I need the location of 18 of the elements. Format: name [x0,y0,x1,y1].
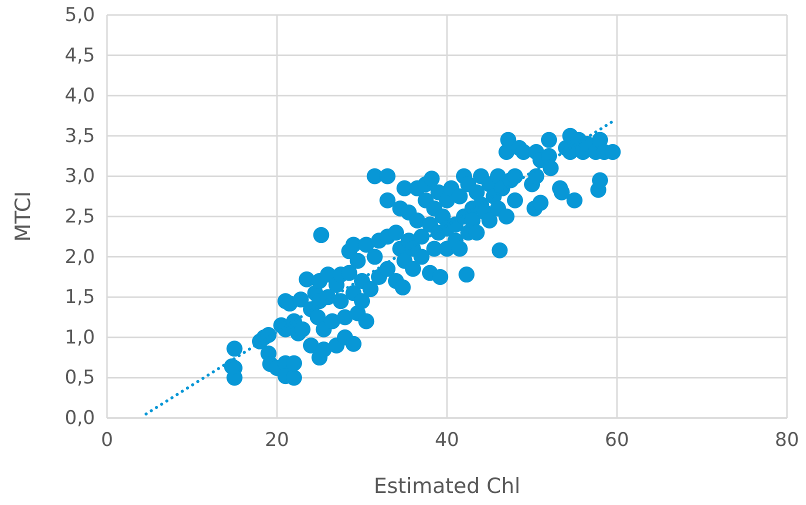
y-tick-label: 1,5 [64,286,95,308]
y-tick-label: 2,5 [64,206,95,228]
x-tick-label: 0 [100,429,114,451]
x-axis-title: Estimated Chl [374,474,520,498]
y-tick-label: 0,5 [64,366,95,389]
y-tick-label: 2,0 [64,246,95,268]
y-tick-label: 4,5 [64,44,95,66]
x-tick-label: 80 [774,429,800,451]
y-tick-label: 3,5 [64,124,95,147]
x-tick-label: 20 [264,429,290,451]
x-tick-label: 40 [434,429,460,451]
y-tick-label: 3,0 [64,165,95,188]
y-tick-label: 5,0 [64,4,95,26]
y-tick-label: 0,0 [64,407,95,429]
y-tick-label: 1,0 [64,326,95,348]
y-axis-title: MTCI [11,191,35,242]
x-tick-label: 60 [604,429,630,451]
y-tick-label: 4,0 [64,84,95,107]
